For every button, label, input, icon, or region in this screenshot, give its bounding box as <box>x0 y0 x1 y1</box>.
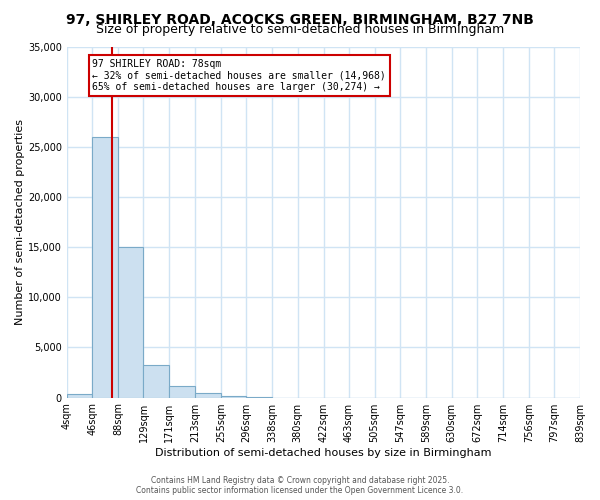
Bar <box>92 137 118 398</box>
Bar <box>67 394 92 398</box>
Text: Contains HM Land Registry data © Crown copyright and database right 2025.
Contai: Contains HM Land Registry data © Crown c… <box>136 476 464 495</box>
Text: 97 SHIRLEY ROAD: 78sqm
← 32% of semi-detached houses are smaller (14,968)
65% of: 97 SHIRLEY ROAD: 78sqm ← 32% of semi-det… <box>92 58 386 92</box>
Bar <box>143 366 169 398</box>
Bar <box>169 386 195 398</box>
Bar <box>118 247 143 398</box>
Y-axis label: Number of semi-detached properties: Number of semi-detached properties <box>15 119 25 325</box>
Bar <box>246 397 272 398</box>
X-axis label: Distribution of semi-detached houses by size in Birmingham: Distribution of semi-detached houses by … <box>155 448 491 458</box>
Bar <box>221 396 246 398</box>
Text: Size of property relative to semi-detached houses in Birmingham: Size of property relative to semi-detach… <box>96 22 504 36</box>
Bar <box>195 392 221 398</box>
Text: 97, SHIRLEY ROAD, ACOCKS GREEN, BIRMINGHAM, B27 7NB: 97, SHIRLEY ROAD, ACOCKS GREEN, BIRMINGH… <box>66 12 534 26</box>
